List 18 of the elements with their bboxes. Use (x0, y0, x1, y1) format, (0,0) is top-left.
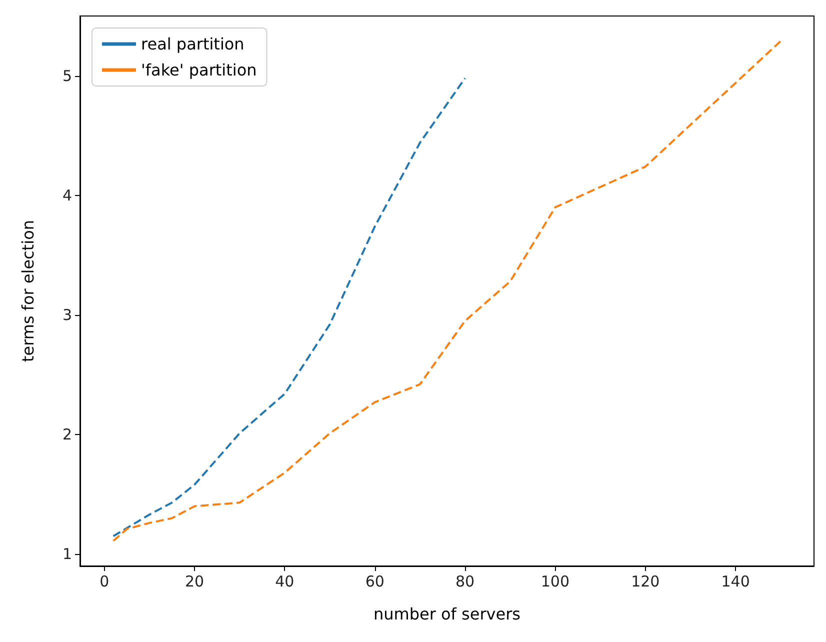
x-tick-label: 120 (631, 572, 660, 590)
x-tick-label: 40 (275, 572, 294, 590)
y-tick-label: 1 (62, 545, 72, 564)
y-tick-label: 3 (62, 306, 72, 324)
x-tick-label: 140 (721, 572, 750, 590)
y-axis-title: terms for election (18, 220, 38, 362)
x-tick-label: 60 (365, 572, 384, 590)
x-tick-label: 0 (100, 572, 110, 590)
y-tick-label: 4 (62, 186, 72, 204)
y-tick-label: 5 (62, 66, 72, 85)
legend-label: 'fake' partition (141, 60, 257, 80)
y-tick-label: 2 (62, 425, 72, 444)
x-tick-label: 100 (540, 572, 570, 590)
x-axis-title: number of servers (373, 604, 521, 624)
x-tick-label: 20 (184, 572, 204, 590)
line-series (112, 77, 466, 538)
x-tick-label: 80 (455, 572, 475, 590)
legend-label: real partition (141, 34, 244, 54)
